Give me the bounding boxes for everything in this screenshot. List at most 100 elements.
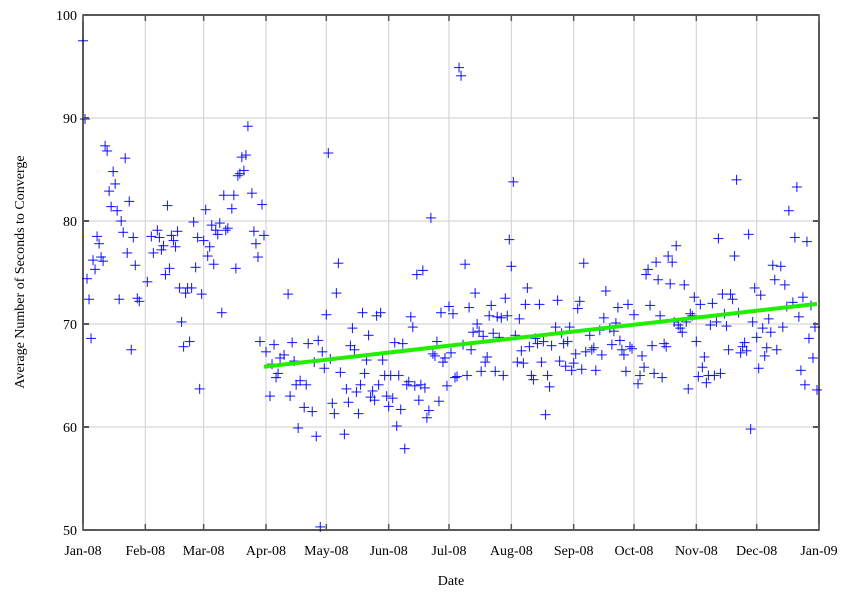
data-point <box>705 320 716 331</box>
data-point <box>162 200 173 211</box>
data-point <box>130 260 141 271</box>
data-point <box>635 370 646 381</box>
data-point <box>763 313 774 324</box>
data-point <box>190 262 201 273</box>
data-point <box>120 153 131 164</box>
data-point <box>327 398 338 409</box>
data-point <box>285 391 296 402</box>
y-tick-label: 50 <box>63 524 77 539</box>
data-point <box>248 226 259 237</box>
data-point <box>743 229 754 240</box>
data-point <box>254 336 265 347</box>
x-tick-label: Mar-08 <box>183 544 225 559</box>
data-point <box>460 259 471 270</box>
data-point <box>204 241 215 252</box>
data-point <box>645 300 656 311</box>
data-point <box>287 337 298 348</box>
data-point <box>381 391 392 402</box>
y-tick-label: 70 <box>63 318 77 333</box>
data-point <box>293 423 304 434</box>
data-point <box>538 336 549 347</box>
data-point <box>90 264 101 275</box>
data-point <box>727 294 738 305</box>
data-point <box>624 341 635 352</box>
data-point <box>755 290 766 301</box>
data-point <box>180 288 191 299</box>
data-point <box>387 393 398 404</box>
data-point <box>359 368 370 379</box>
data-point <box>146 231 157 242</box>
data-point <box>279 349 290 360</box>
data-point <box>256 199 267 210</box>
data-point <box>413 395 424 406</box>
data-point <box>480 357 491 368</box>
data-point <box>707 298 718 309</box>
data-point <box>679 279 690 290</box>
data-point <box>291 379 302 390</box>
data-point <box>214 218 225 229</box>
data-point <box>689 292 700 303</box>
data-point <box>584 330 595 341</box>
data-point <box>735 347 746 358</box>
x-axis-label: Date <box>438 574 464 589</box>
data-point <box>260 346 271 357</box>
data-point <box>649 368 660 379</box>
data-point <box>616 344 627 355</box>
data-point <box>745 424 756 435</box>
data-point <box>357 307 368 318</box>
data-point <box>546 340 557 351</box>
data-point <box>186 282 197 293</box>
data-point <box>803 333 814 344</box>
data-point <box>435 307 446 318</box>
data-point <box>128 232 139 243</box>
data-point <box>641 269 652 280</box>
data-point <box>570 348 581 359</box>
data-point <box>532 338 543 349</box>
data-point <box>188 217 199 228</box>
data-point <box>536 357 547 368</box>
data-point <box>446 347 456 358</box>
data-point <box>96 252 107 263</box>
data-point <box>572 303 583 314</box>
data-point <box>116 216 127 226</box>
data-point <box>554 356 565 367</box>
data-point <box>518 358 529 369</box>
data-point <box>580 346 591 357</box>
data-point <box>456 70 467 81</box>
data-point <box>566 365 577 376</box>
data-point <box>747 316 758 327</box>
data-point <box>464 302 475 313</box>
data-point <box>677 327 688 338</box>
data-point <box>492 311 503 322</box>
data-point <box>697 362 708 373</box>
data-point <box>335 367 346 378</box>
data-point <box>134 296 145 307</box>
data-point <box>502 310 513 321</box>
data-point <box>433 396 444 407</box>
trend-line-group <box>263 301 818 369</box>
data-point <box>343 397 354 408</box>
data-point <box>212 229 223 240</box>
data-point <box>124 196 135 207</box>
data-point <box>793 311 804 322</box>
data-point <box>196 289 207 300</box>
data-point <box>769 274 780 285</box>
data-point <box>600 286 611 297</box>
data-point <box>421 412 432 423</box>
data-point <box>516 345 527 356</box>
data-point <box>657 372 668 383</box>
data-point <box>472 319 483 329</box>
data-point <box>665 278 676 289</box>
data-point <box>757 323 768 334</box>
data-point <box>246 188 257 199</box>
data-point <box>715 368 726 379</box>
y-tick-label: 60 <box>63 421 77 436</box>
data-point <box>651 257 662 268</box>
data-point <box>194 383 205 394</box>
data-point <box>466 344 477 355</box>
data-point <box>478 331 489 342</box>
data-point <box>568 358 579 369</box>
x-tick-label: Dec-08 <box>736 544 777 559</box>
x-tick-label: Sep-08 <box>554 544 594 559</box>
